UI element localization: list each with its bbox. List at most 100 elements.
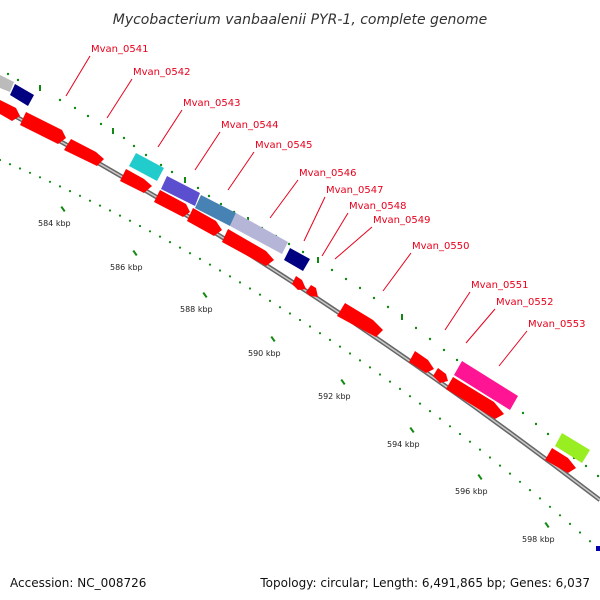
gene-label[interactable]: Mvan_0553 [528, 319, 585, 330]
gene-label[interactable]: Mvan_0542 [133, 67, 190, 78]
coordinate-dot [278, 306, 282, 309]
gc-dot [521, 411, 525, 415]
coordinate-dot [478, 448, 482, 451]
coordinate-dot [528, 489, 532, 492]
gc-tick [39, 85, 41, 91]
coordinate-major-tick [477, 473, 483, 481]
coordinate-major-tick [544, 521, 550, 529]
gc-dot [207, 194, 211, 198]
coordinate-dot [208, 263, 212, 266]
gc-dot [358, 286, 362, 290]
gc-dot [414, 326, 418, 330]
coordinate-dot [0, 158, 2, 162]
gene-arrow [306, 285, 318, 297]
gene-arrow [292, 276, 306, 290]
gc-dot [159, 163, 163, 167]
coordinate-major-tick [340, 378, 346, 386]
coordinate-dot [38, 176, 42, 179]
gene-label[interactable]: Mvan_0548 [349, 201, 406, 212]
coordinate-dot [328, 338, 332, 341]
coordinate-dot [438, 417, 442, 420]
coordinate-dot [458, 432, 462, 436]
feature-track [0, 75, 590, 463]
edge-feature-mark [596, 546, 600, 551]
gene-label[interactable]: Mvan_0544 [221, 120, 278, 131]
coordinate-dot [378, 373, 382, 376]
gc-dot [546, 432, 550, 436]
gc-dot [330, 268, 334, 272]
gc-dot [170, 170, 174, 174]
coordinate-dot [488, 456, 492, 459]
feature-block-cyan [129, 153, 164, 181]
feature-block-lime [555, 433, 590, 463]
gene-label[interactable]: Mvan_0552 [496, 297, 553, 308]
gene-label[interactable]: Mvan_0543 [183, 98, 240, 109]
gc-dot [301, 250, 305, 254]
gene-label-leader [498, 330, 528, 367]
gc-dot [132, 144, 136, 148]
gene-label-leader [157, 109, 183, 148]
accession-text: Accession: NC_008726 [10, 576, 147, 590]
gene-label-leader [194, 131, 221, 171]
coordinate-dot [158, 235, 162, 238]
feature-block-steelblue [195, 195, 236, 226]
gc-tick [401, 314, 403, 320]
coordinate-dot [218, 269, 222, 272]
coordinate-dot [348, 352, 352, 355]
gc-dot [122, 136, 126, 140]
feature-block-navy [10, 84, 34, 106]
gene-label-leader [321, 212, 349, 257]
coordinate-dot [258, 293, 262, 296]
coordinate-tick-label: 584 kbp [38, 219, 71, 228]
gc-dot [287, 242, 291, 246]
coordinate-dot [118, 214, 122, 217]
gene-arrow [409, 351, 434, 373]
coordinate-major-tick [60, 205, 66, 213]
coordinate-dot [548, 505, 552, 508]
coordinate-dot [168, 241, 172, 244]
coordinate-dot [588, 540, 592, 543]
gene-label-leader [65, 55, 91, 97]
coordinate-dot [288, 312, 292, 315]
coordinate-tick-label: 588 kbp [180, 305, 213, 314]
gc-dot [534, 422, 538, 426]
gene-label[interactable]: Mvan_0541 [91, 44, 148, 55]
gene-label[interactable]: Mvan_0550 [412, 241, 469, 252]
gene-label-leader [106, 78, 133, 119]
feature-block-navy-2 [284, 248, 310, 271]
gene-label[interactable]: Mvan_0547 [326, 185, 383, 196]
feature-block-silver-2 [230, 213, 288, 254]
gene-label-leader [303, 196, 326, 242]
gene-label[interactable]: Mvan_0549 [373, 215, 430, 226]
coordinate-dot [518, 480, 522, 483]
coordinate-tick-label: 592 kbp [318, 392, 351, 401]
coordinate-dot [388, 380, 392, 383]
coordinate-dot [308, 325, 312, 328]
coordinate-dot [108, 209, 112, 212]
coordinate-dot [298, 318, 302, 322]
gc-dot [86, 114, 90, 118]
gene-label[interactable]: Mvan_0546 [299, 168, 356, 179]
coordinate-tick-label: 598 kbp [522, 535, 555, 544]
coordinate-dot [358, 359, 362, 362]
coordinate-dot [428, 410, 432, 413]
coordinate-dot [368, 366, 372, 369]
gene-arrow [20, 112, 66, 144]
coordinate-dot [498, 464, 502, 467]
gene-label[interactable]: Mvan_0545 [255, 140, 312, 151]
coordinate-dot [48, 180, 52, 183]
gc-tick [317, 257, 319, 263]
gc-dot [386, 305, 390, 309]
gc-dot [219, 202, 223, 206]
coordinate-dot [568, 522, 572, 526]
coordinate-dot [538, 497, 542, 500]
feature-block-silver [0, 75, 14, 92]
gene-label[interactable]: Mvan_0551 [471, 280, 528, 291]
coordinate-dot [188, 252, 192, 255]
coordinate-dot [408, 395, 412, 398]
coordinate-dot [68, 190, 72, 193]
gc-dot [73, 106, 77, 110]
coordinate-dot [338, 345, 342, 348]
coordinate-major-tick [409, 426, 415, 434]
